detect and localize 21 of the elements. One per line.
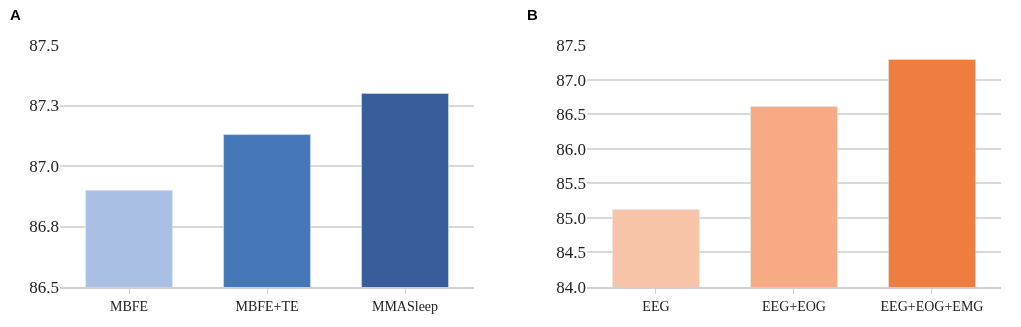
y-tick-label: 87.5 xyxy=(556,35,586,55)
x-tick-label: EEG+EOG+EMG xyxy=(880,298,984,314)
y-tick-label: 86.5 xyxy=(556,105,586,125)
y-tick-label: 85.5 xyxy=(556,174,586,194)
x-tick-label: EEG+EOG xyxy=(762,298,826,314)
y-tick-label: 87.0 xyxy=(29,156,59,176)
x-tick-label: MMASleep xyxy=(371,298,439,314)
y-tick-label: 84.5 xyxy=(556,243,586,263)
x-tick-label: MBFE+TE xyxy=(235,298,299,314)
x-tick-label: MBFE xyxy=(109,298,149,314)
y-tick-label: 87.3 xyxy=(29,96,59,116)
y-tick-label: 85.0 xyxy=(556,208,586,228)
y-tick-label: 87.0 xyxy=(556,70,586,90)
y-tick-label: 86.8 xyxy=(29,217,59,237)
y-tick-label: 84.0 xyxy=(556,277,586,297)
chart-title: A xyxy=(10,6,21,23)
chart-title: B xyxy=(527,6,538,23)
x-tick-label: EEG xyxy=(642,298,670,314)
y-tick-label: 86.5 xyxy=(29,277,59,297)
y-tick-label: 86.0 xyxy=(556,139,586,159)
y-tick-label: 87.5 xyxy=(29,35,59,55)
